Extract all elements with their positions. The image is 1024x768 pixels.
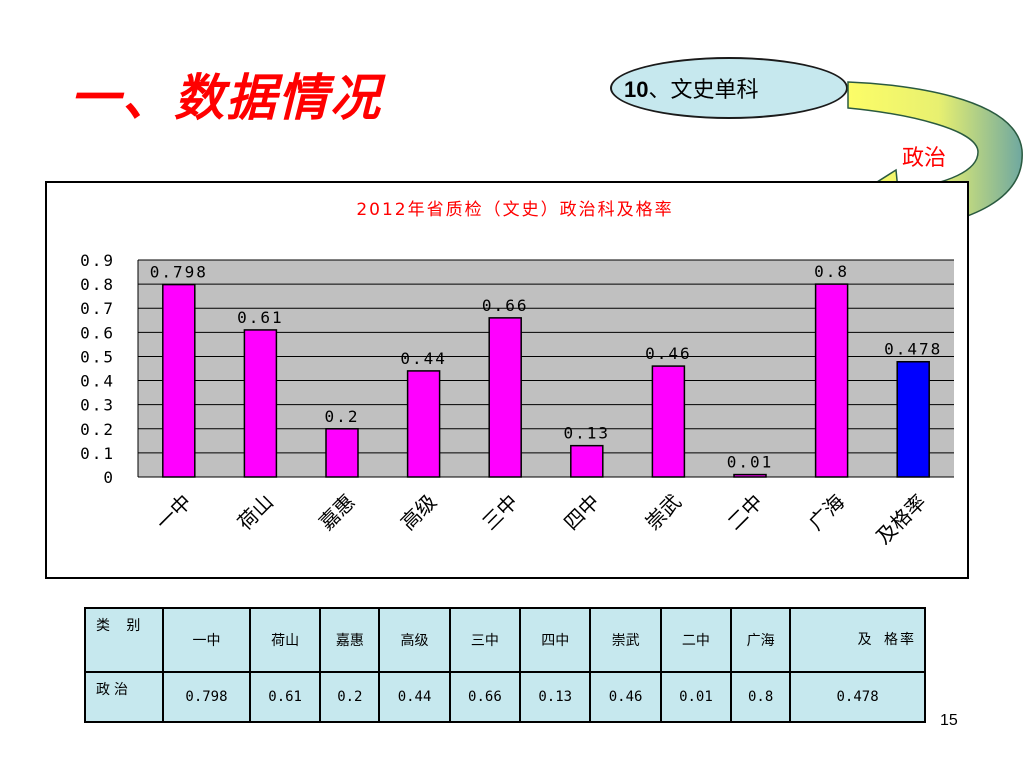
bar xyxy=(325,428,359,478)
table-cell: 0.798 xyxy=(162,671,251,723)
data-label: 0.8 xyxy=(814,262,849,281)
data-table: 类 别 一中 荷山 嘉惠 高级 三中 四中 崇武 二中 广海及 格率 政治 0.798 0.61 0… xyxy=(84,607,926,723)
slide-title: 一、数据情况 xyxy=(70,68,382,127)
bar xyxy=(570,444,604,478)
table-cell: 0.2 xyxy=(319,671,381,723)
table-cell: 0.44 xyxy=(378,671,451,723)
bar xyxy=(651,365,686,478)
table-cell: 0.66 xyxy=(448,671,522,723)
y-tick-label: 0.1 xyxy=(80,444,115,463)
data-label: 0.478 xyxy=(884,340,942,359)
section-number: 10 xyxy=(624,77,649,102)
bar xyxy=(896,360,930,478)
subject-label: 政治 xyxy=(902,146,947,171)
table-cell: 0.478 xyxy=(789,671,926,723)
section-oval xyxy=(610,57,848,119)
table-header-cell: 三中 xyxy=(448,607,522,673)
table-header-row: 类 别 一中 荷山 嘉惠 高级 三中 四中 崇武 二中 广海及 格率 xyxy=(84,607,926,673)
y-tick-label: 0.7 xyxy=(80,299,115,318)
section-oval-label: 10、文史单科 xyxy=(624,72,759,104)
bar xyxy=(243,329,278,478)
table-header-label: 类 别 xyxy=(84,607,164,673)
x-tick-label: 一中 xyxy=(151,490,196,535)
y-tick-label: 0.3 xyxy=(80,396,115,415)
table-header-cell: 四中 xyxy=(519,607,592,673)
bar xyxy=(814,283,849,478)
data-label: 0.44 xyxy=(400,349,447,368)
table-cell: 0.8 xyxy=(730,671,792,723)
bar xyxy=(733,473,767,478)
table-header-cell: 嘉惠 xyxy=(319,607,381,673)
x-tick-label: 嘉惠 xyxy=(314,490,359,535)
y-tick-label: 0.6 xyxy=(80,323,115,342)
x-tick-label: 三中 xyxy=(477,490,522,535)
x-tick-label: 二中 xyxy=(722,490,767,535)
bar xyxy=(406,370,441,478)
data-label: 0.66 xyxy=(482,296,529,315)
table-header-cell: 荷山 xyxy=(248,607,322,673)
section-text: 、文史单科 xyxy=(648,78,759,103)
page-number: 15 xyxy=(940,712,958,729)
y-tick-label: 0.5 xyxy=(80,347,115,366)
x-tick-label: 崇武 xyxy=(641,490,686,535)
table-header-cell: 一中 xyxy=(162,607,251,673)
table-cell: 0.13 xyxy=(519,671,592,723)
table-row: 政治 0.798 0.61 0.2 0.44 0.66 0.13 0.46 0.01 0.8 0.… xyxy=(84,671,926,723)
y-tick-label: 0 xyxy=(103,468,115,487)
x-tick-label: 高级 xyxy=(396,490,441,535)
data-label: 0.01 xyxy=(727,453,774,472)
x-tick-label: 广海 xyxy=(804,490,849,535)
table-header-cell: 高级 xyxy=(378,607,451,673)
bar xyxy=(488,317,522,478)
table-cell: 0.01 xyxy=(659,671,733,723)
bar xyxy=(162,283,196,478)
y-tick-label: 0.9 xyxy=(80,251,115,270)
table-cell: 0.46 xyxy=(589,671,662,723)
y-tick-label: 0.2 xyxy=(80,420,115,439)
x-tick-label: 及格率 xyxy=(871,490,930,549)
chart-title: 2012年省质检（文史）政治科及格率 xyxy=(356,200,673,220)
table-header-cell: 及 格率 xyxy=(789,607,926,673)
table-header-cell: 崇武 xyxy=(589,607,662,673)
y-tick-label: 0.4 xyxy=(80,372,115,391)
pass-rate-bar-chart: 2012年省质检（文史）政治科及格率 0 0.1 0.2 0.3 0.4 0.5 0.6 0.… xyxy=(80,200,954,549)
data-label: 0.61 xyxy=(237,308,284,327)
data-label: 0.46 xyxy=(645,344,692,363)
table-row-label: 政治 xyxy=(84,671,164,723)
data-label: 0.13 xyxy=(564,424,611,443)
y-tick-label: 0.8 xyxy=(80,275,115,294)
table-cell: 0.61 xyxy=(248,671,322,723)
data-label: 0.2 xyxy=(325,407,360,426)
x-tick-label: 荷山 xyxy=(233,490,278,535)
x-tick-label: 四中 xyxy=(559,490,604,535)
table-header-cell: 广海 xyxy=(730,607,792,673)
data-label: 0.798 xyxy=(150,263,208,282)
table-header-cell: 二中 xyxy=(659,607,733,673)
